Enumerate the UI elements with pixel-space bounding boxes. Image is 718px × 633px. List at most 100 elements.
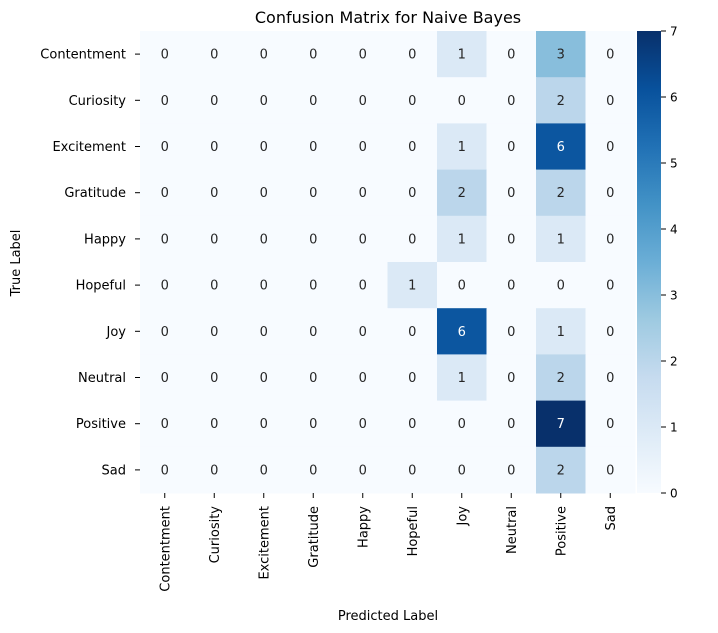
cell-value-label: 0 [408,463,416,478]
heatmap-cell [338,308,388,355]
cell-value-label: 0 [161,279,169,294]
cell-value-label: 0 [408,417,416,432]
heatmap-cell [189,31,240,78]
cell-value-label: 0 [408,186,416,201]
cell-value-label: 0 [359,325,367,340]
heatmap-cell [140,31,190,78]
cell-value-label: 0 [309,417,317,432]
heatmap-cell [536,400,586,448]
cell-value-label: 0 [606,325,614,340]
cell-value-label: 0 [359,417,367,432]
cell-value-label: 0 [606,48,614,63]
heatmap-cell [239,262,289,309]
heatmap-cell [140,446,190,494]
cell-value-label: 0 [161,325,169,340]
heatmap-cell-labels: 0 0 0 0 0 0 1 0 3 0 0 0 0 0 0 0 0 0 2 0 0 0 0 0 0 0 1 0 6 0 0 0 0 0 0 0 2 0 2 0… [161,48,615,479]
cell-value-label: 0 [408,94,416,109]
cell-value-label: 0 [359,94,367,109]
heatmap-cell [338,77,388,124]
colorbar [637,31,661,493]
heatmap-cell [387,215,438,263]
cell-value-label: 1 [557,232,565,247]
colorbar-tick-label: 5 [670,157,678,171]
cell-value-label: 0 [606,417,614,432]
heatmap-cell [288,169,339,217]
heatmap-cell [437,400,487,448]
heatmap-cell [338,354,388,402]
heatmap-cell [189,446,240,494]
heatmap-cell [437,31,487,78]
cell-value-label: 2 [458,186,466,201]
heatmap-cell [536,77,586,124]
heatmap-cell [585,262,636,309]
heatmap-cell [288,400,339,448]
heatmap-cell [536,215,586,263]
heatmap-cell [486,354,537,402]
cell-value-label: 0 [309,279,317,294]
cell-value-label: 0 [210,325,218,340]
colorbar-tick-label: 4 [670,223,678,237]
cell-value-label: 1 [408,279,416,294]
cell-value-label: 0 [408,325,416,340]
cell-value-label: 0 [359,232,367,247]
cell-value-label: 0 [260,463,268,478]
heatmap-cell [585,446,636,494]
x-tick-label: Hopeful [406,506,421,556]
cell-value-label: 0 [507,371,515,386]
heatmap-cell [288,215,339,263]
heatmap-cell [585,123,636,171]
cell-value-label: 0 [507,48,515,63]
heatmap-cell [288,446,339,494]
colorbar-tick-label: 2 [670,355,678,369]
y-axis-ticks: Contentment Curiosity Excitement Gratitude H… [40,48,140,478]
colorbar-ticks: 0 1 2 3 4 5 6 7 [661,25,678,501]
cell-value-label: 0 [606,463,614,478]
heatmap-cell [140,169,190,217]
cell-value-label: 0 [210,48,218,63]
cell-value-label: 0 [260,186,268,201]
y-axis-label: True Label [9,230,24,298]
colorbar-tick-label: 3 [670,289,678,303]
cell-value-label: 0 [210,140,218,155]
cell-value-label: 0 [408,140,416,155]
heatmap-cell [437,446,487,494]
cell-value-label: 0 [161,186,169,201]
heatmap-cell [387,169,438,217]
x-tick-label: Sad [604,506,619,530]
colorbar-tick-label: 7 [670,25,678,39]
heatmap-cell [387,354,438,402]
cell-value-label: 0 [260,232,268,247]
cell-value-label: 0 [408,48,416,63]
heatmap-cell [189,169,240,217]
heatmap-cell [486,215,537,263]
heatmap-cell [585,169,636,217]
x-tick-label: Curiosity [208,506,223,564]
heatmap-cell [486,169,537,217]
cell-value-label: 0 [210,417,218,432]
cell-value-label: 0 [408,371,416,386]
cell-value-label: 0 [161,463,169,478]
colorbar-tick-label: 6 [670,91,678,105]
heatmap-cell [189,215,240,263]
cell-value-label: 0 [210,279,218,294]
cell-value-label: 0 [309,48,317,63]
heatmap-cell [338,400,388,448]
x-tick-label: Gratitude [307,506,322,568]
cell-value-label: 0 [359,463,367,478]
cell-value-label: 0 [359,371,367,386]
cell-value-label: 3 [557,48,565,63]
heatmap-cell [486,446,537,494]
heatmap-cell [536,446,586,494]
heatmap-cell [140,77,190,124]
heatmap-cell [437,169,487,217]
heatmap-cell [288,77,339,124]
y-tick-label: Contentment [40,48,126,63]
heatmap-cells [140,31,636,494]
heatmap-cell [536,169,586,217]
heatmap-cell [189,262,240,309]
heatmap-cell [437,308,487,355]
heatmap-cell [486,400,537,448]
cell-value-label: 0 [260,140,268,155]
heatmap-cell [387,262,438,309]
heatmap-cell [585,31,636,78]
